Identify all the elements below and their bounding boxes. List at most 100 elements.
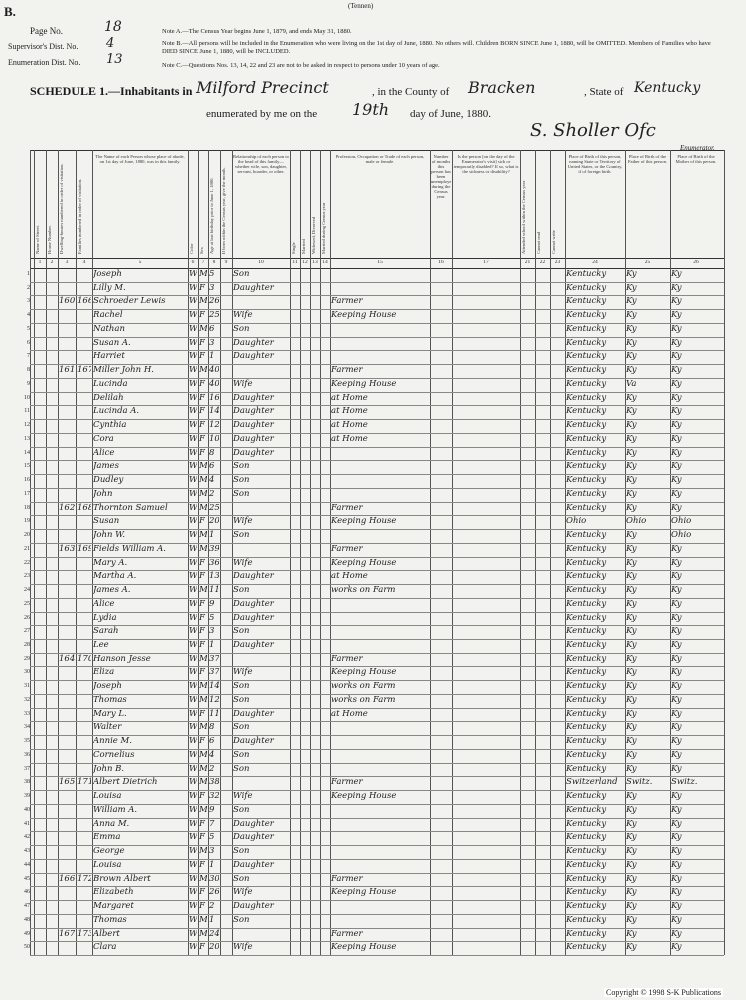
entry-color: W xyxy=(189,777,197,788)
entry-occupation: Farmer xyxy=(331,873,363,884)
entry-relation: Son xyxy=(233,323,250,334)
entry-color: W xyxy=(189,392,197,403)
entry-name: George xyxy=(93,846,125,857)
row-rule xyxy=(30,790,724,791)
entry-age: 10 xyxy=(209,433,219,444)
entry-color: W xyxy=(189,928,197,939)
entry-relation: Daughter xyxy=(233,406,274,417)
column-rule xyxy=(330,150,331,955)
entry-relation: Daughter xyxy=(233,392,274,403)
entry-relation: Son xyxy=(233,530,250,541)
page-number: 18 xyxy=(104,19,122,35)
column-header: Married xyxy=(301,239,306,254)
entry-occupation: Farmer xyxy=(331,777,363,788)
entry-birthplace: Kentucky xyxy=(566,832,607,843)
entry-father: Ky xyxy=(626,365,637,376)
entry-age: 7 xyxy=(209,818,215,829)
column-number: 4 xyxy=(82,260,86,265)
state-label: , State of xyxy=(584,86,624,98)
entry-sex: M xyxy=(199,475,207,486)
entry-age: 12 xyxy=(209,694,219,705)
entry-color: W xyxy=(189,736,197,747)
entry-name: Cornelius xyxy=(93,749,135,760)
column-rule xyxy=(34,150,35,955)
entry-color: W xyxy=(189,749,197,760)
row-rule xyxy=(30,309,724,310)
entry-birthplace: Kentucky xyxy=(566,694,607,705)
place: Milford Precinct xyxy=(196,78,329,97)
entry-father: Ky xyxy=(626,337,637,348)
entry-color: W xyxy=(189,433,197,444)
column-rule xyxy=(565,150,566,955)
entry-birthplace: Kentucky xyxy=(566,447,607,458)
entry-name: Clara xyxy=(93,942,117,953)
column-number: 10 xyxy=(258,260,264,265)
row-rule xyxy=(30,474,724,475)
entry-age: 3 xyxy=(209,282,215,293)
line-number: 10 xyxy=(24,394,30,401)
column-number: 7 xyxy=(201,260,205,265)
column-rule xyxy=(300,150,301,955)
entry-birthplace: Kentucky xyxy=(566,557,607,568)
entry-birthplace: Kentucky xyxy=(566,571,607,582)
entry-age: 40 xyxy=(209,378,219,389)
day: 19th xyxy=(352,100,390,119)
entry-color: W xyxy=(189,804,197,815)
entry-age: 11 xyxy=(209,585,219,596)
entry-color: W xyxy=(189,694,197,705)
row-rule xyxy=(30,666,724,667)
entry-mother: Ky xyxy=(671,694,682,705)
entry-sex: F xyxy=(199,736,205,747)
entry-sex: F xyxy=(199,626,205,637)
entry-dwelling: 167 xyxy=(59,928,75,939)
line-number: 46 xyxy=(24,889,30,896)
column-header: Place of Birth of this person, naming St… xyxy=(567,154,623,174)
entry-name: Susan A. xyxy=(93,337,131,348)
entry-relation: Daughter xyxy=(233,598,274,609)
line-number: 50 xyxy=(24,944,30,951)
entry-mother: Ky xyxy=(671,942,682,953)
entry-father: Ky xyxy=(626,736,637,747)
line-number: 39 xyxy=(24,793,30,800)
entry-occupation: works on Farm xyxy=(331,585,396,596)
enumerator-label: Enumerator. xyxy=(680,144,715,152)
column-rule xyxy=(520,150,521,955)
entry-father: Ky xyxy=(626,804,637,815)
entry-mother: Ky xyxy=(671,282,682,293)
entry-mother: Ky xyxy=(671,337,682,348)
line-number: 11 xyxy=(24,408,30,415)
entry-mother: Ky xyxy=(671,736,682,747)
entry-sex: M xyxy=(199,846,207,857)
column-rule xyxy=(670,150,671,955)
column-rule xyxy=(198,150,199,955)
column-number: 2 xyxy=(50,260,54,265)
entry-family: 171 xyxy=(77,777,91,788)
entry-relation: Wife xyxy=(233,557,253,568)
entry-name: Lucinda xyxy=(93,378,128,389)
entry-age: 2 xyxy=(209,488,215,499)
entry-father: Ohio xyxy=(626,516,647,527)
column-rule xyxy=(188,150,189,955)
entry-mother: Ky xyxy=(671,832,682,843)
column-rule xyxy=(430,150,431,955)
entry-father: Ky xyxy=(626,585,637,596)
county: Bracken xyxy=(468,78,536,97)
column-rule xyxy=(92,150,93,955)
entry-relation: Daughter xyxy=(233,639,274,650)
entry-name: Lilly M. xyxy=(93,282,126,293)
column-header: Married during Census year xyxy=(321,202,326,254)
entry-occupation: at Home xyxy=(331,571,368,582)
entry-mother: Ky xyxy=(671,433,682,444)
entry-color: W xyxy=(189,378,197,389)
entry-birthplace: Kentucky xyxy=(566,365,607,376)
entry-mother: Ky xyxy=(671,571,682,582)
entry-name: Cora xyxy=(93,433,114,444)
enumeration-number: 13 xyxy=(106,52,123,67)
line-number: 23 xyxy=(24,573,30,580)
entry-relation: Son xyxy=(233,475,250,486)
entry-age: 26 xyxy=(209,296,219,307)
entry-father: Ky xyxy=(626,639,637,650)
row-rule xyxy=(30,831,724,832)
line-number: 1 xyxy=(27,271,30,277)
note-b: Note B.—All persons will be included in … xyxy=(162,40,711,55)
